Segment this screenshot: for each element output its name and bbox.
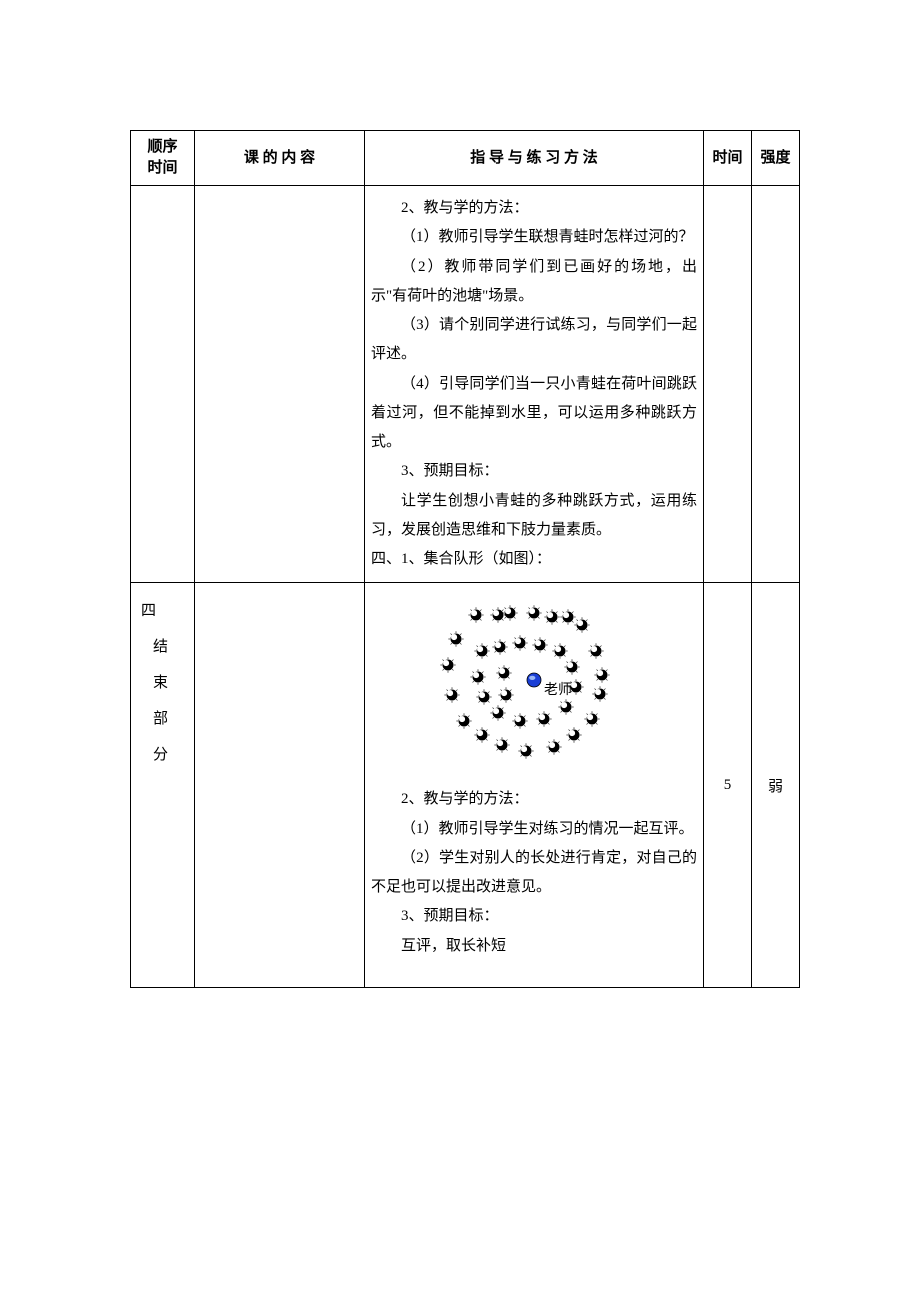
method-cell-2: 老师 2、教与学的方法： （1）教师引导学生对练习的情况一起互评。 （2）学生对… — [365, 583, 704, 988]
formation-diagram: 老师 — [371, 591, 697, 785]
method-line: 2、教与学的方法： — [371, 785, 697, 814]
order-char: 束 — [135, 665, 190, 701]
order-char: 分 — [135, 737, 190, 773]
method-line: （2）教师带同学们到已画好的场地，出示"有荷叶的池塘"场景。 — [371, 253, 697, 312]
method-line: 3、预期目标： — [371, 457, 697, 486]
time-cell-1 — [704, 186, 752, 583]
formation-svg: 老师 — [404, 595, 664, 775]
content-cell-2 — [195, 583, 365, 988]
intensity-cell-2: 弱 — [752, 583, 800, 988]
method-line: 让学生创想小青蛙的多种跳跃方式，运用练习，发展创造思维和下肢力量素质。 — [371, 487, 697, 546]
table-row: 2、教与学的方法： （1）教师引导学生联想青蛙时怎样过河的？ （2）教师带同学们… — [131, 186, 800, 583]
table-row: 四 结 束 部 分 老师 2、教与学的方法： （1）教师引导学生对练习的情况一起… — [131, 583, 800, 988]
header-time: 时间 — [704, 131, 752, 186]
header-content: 课 的 内 容 — [195, 131, 365, 186]
header-intensity: 强度 — [752, 131, 800, 186]
method-line: 互评，取长补短 — [371, 932, 697, 961]
method-cell-1: 2、教与学的方法： （1）教师引导学生联想青蛙时怎样过河的？ （2）教师带同学们… — [365, 186, 704, 583]
time-cell-2: 5 — [704, 583, 752, 988]
order-char: 四 — [135, 593, 190, 629]
spacer — [371, 961, 697, 979]
order-cell-2: 四 结 束 部 分 — [131, 583, 195, 988]
header-order: 顺序时间 — [131, 131, 195, 186]
intensity-cell-1 — [752, 186, 800, 583]
svg-text:老师: 老师 — [544, 682, 572, 698]
method-line: （1）教师引导学生联想青蛙时怎样过河的？ — [371, 223, 697, 252]
method-line: 3、预期目标： — [371, 902, 697, 931]
method-line: （3）请个别同学进行试练习，与同学们一起评述。 — [371, 311, 697, 370]
method-line: 四、1、集合队形（如图）： — [371, 545, 697, 574]
method-line: （2）学生对别人的长处进行肯定，对自己的不足也可以提出改进意见。 — [371, 844, 697, 903]
header-method: 指 导 与 练 习 方 法 — [365, 131, 704, 186]
method-line: （4）引导同学们当一只小青蛙在荷叶间跳跃着过河，但不能掉到水里，可以运用多种跳跃… — [371, 370, 697, 458]
order-char: 结 — [135, 629, 190, 665]
content-cell-1 — [195, 186, 365, 583]
method-line: （1）教师引导学生对练习的情况一起互评。 — [371, 815, 697, 844]
lesson-plan-table: 顺序时间 课 的 内 容 指 导 与 练 习 方 法 时间 强度 2、教与学的方… — [130, 130, 800, 988]
header-row: 顺序时间 课 的 内 容 指 导 与 练 习 方 法 时间 强度 — [131, 131, 800, 186]
method-line: 2、教与学的方法： — [371, 194, 697, 223]
order-char: 部 — [135, 701, 190, 737]
order-cell-1 — [131, 186, 195, 583]
